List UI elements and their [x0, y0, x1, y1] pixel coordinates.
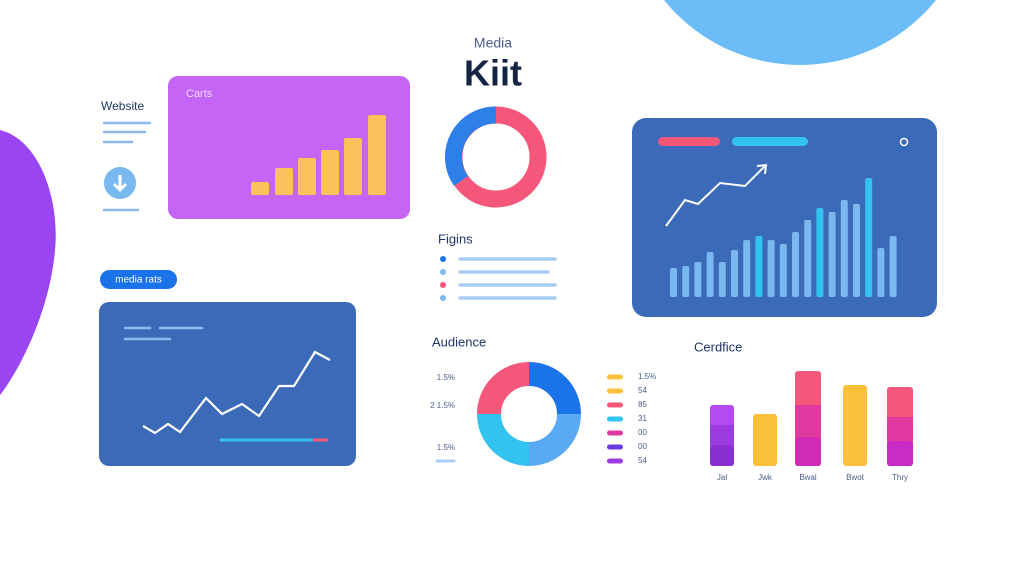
- legend-label: 2 1.5%: [430, 401, 455, 410]
- subtitle: Media: [474, 35, 512, 51]
- bar-decor: [840, 200, 848, 297]
- legend-swatch: [607, 388, 623, 394]
- bar-decor: [853, 204, 860, 297]
- legend-swatch: [607, 374, 623, 380]
- media-badge-label: media rats: [115, 275, 162, 286]
- website-lines: [102, 121, 152, 212]
- audience-title: Audience: [432, 334, 486, 349]
- legend-swatch: [607, 458, 623, 464]
- legend-label: 00: [638, 428, 647, 437]
- website-title: Website: [101, 99, 144, 113]
- audience-left-legend: 1.5% 2 1.5% 1.5%: [430, 373, 456, 463]
- trend-card: [99, 302, 356, 466]
- bar-label: Bwot: [846, 473, 865, 482]
- trend-line: [142, 350, 331, 435]
- trend-arrow: [665, 163, 768, 227]
- bar-decor: [792, 232, 799, 297]
- bar-decor: [670, 268, 677, 297]
- legend-label: 54: [638, 386, 647, 395]
- download-icon: [112, 175, 128, 193]
- cerdfice-labels: Jal Jwk Bwal Bwot Thry: [717, 473, 908, 482]
- legend-swatch: [607, 444, 623, 450]
- bar-decor: [804, 220, 812, 297]
- bar-label: Thry: [892, 473, 908, 482]
- legend-label: 1.5%: [437, 373, 455, 382]
- pill: [658, 137, 720, 146]
- legend-swatch: [607, 416, 623, 422]
- figins-list: [440, 256, 557, 301]
- legend-swatch: [607, 430, 623, 436]
- charts-card-title: Carts: [186, 88, 213, 100]
- bar-decor: [743, 240, 751, 297]
- bar-decor: [877, 248, 885, 297]
- legend-label: 00: [638, 442, 647, 451]
- bar-decor: [682, 266, 690, 297]
- bar-decor: [718, 262, 726, 297]
- bar-decor: [816, 208, 824, 297]
- bar-decor: [828, 212, 836, 297]
- bar-decor: [779, 244, 787, 297]
- bar-decor: [706, 252, 714, 297]
- title: Kiit: [464, 53, 522, 94]
- bar-decor: [755, 236, 763, 297]
- bar-label: Bwal: [799, 473, 817, 482]
- bar-decor: [767, 240, 775, 297]
- bar-label: Jal: [717, 473, 727, 482]
- blob-blue: [663, 0, 937, 65]
- donut-segment: [444, 106, 497, 186]
- bar-decor: [865, 178, 873, 297]
- figins-title: Figins: [438, 231, 473, 246]
- legend-label: 31: [638, 414, 647, 423]
- bar-decor: [694, 262, 702, 297]
- dot: [899, 137, 909, 147]
- card-bars: [251, 115, 386, 195]
- bar-decor: [731, 250, 738, 297]
- bar-decor: [889, 236, 897, 297]
- legend-label: 54: [638, 456, 647, 465]
- card-bars: [670, 178, 897, 297]
- legend-label: 85: [638, 400, 647, 409]
- trend-card-lines: [123, 326, 204, 341]
- bar-label: Jwk: [758, 473, 773, 482]
- media-badge[interactable]: [100, 270, 177, 289]
- stacked-bars: [710, 371, 913, 466]
- cerdfice-title: Cerdfice: [694, 339, 742, 354]
- blob-purple: [0, 130, 56, 395]
- audience-right-legend: 1.5% 54 85 31 00 00 54: [607, 372, 656, 465]
- legend-label: 1.5%: [437, 443, 455, 452]
- legend-swatch: [607, 402, 623, 408]
- audience-donut: [477, 362, 581, 466]
- pill: [732, 137, 808, 146]
- legend-label: 1.5%: [638, 372, 656, 381]
